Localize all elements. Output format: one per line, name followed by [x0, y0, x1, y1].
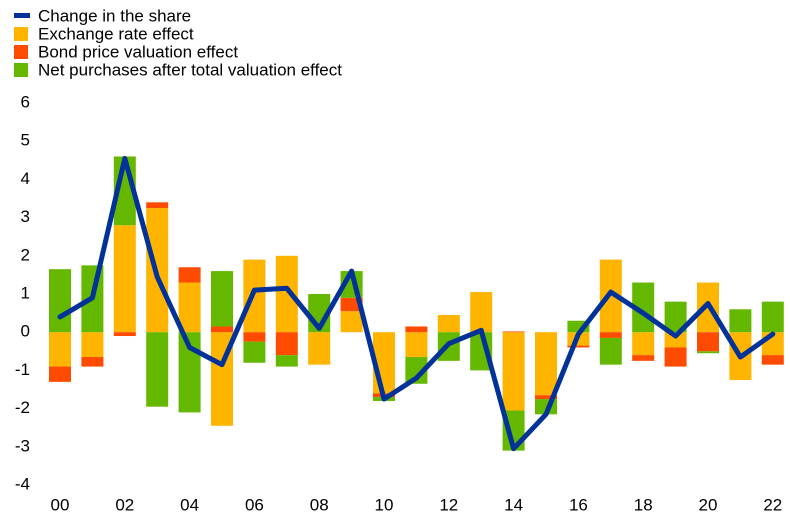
bar [437, 315, 460, 333]
bar [632, 332, 655, 356]
x-tick-label: 16 [569, 495, 588, 514]
bar [567, 345, 590, 348]
bar [275, 355, 298, 367]
bar [49, 269, 71, 333]
bar [81, 332, 104, 358]
y-tick-label: 4 [21, 169, 30, 188]
bar [535, 395, 557, 400]
bar [502, 332, 525, 411]
bar [211, 271, 233, 327]
y-tick-label: -1 [15, 360, 30, 379]
bar [146, 202, 169, 209]
legend-label: Exchange rate effect [38, 24, 194, 43]
bar [308, 332, 331, 365]
bar [405, 326, 428, 333]
bar [49, 366, 71, 382]
x-tick-label: 22 [763, 495, 782, 514]
bar [243, 332, 266, 342]
bar [178, 267, 201, 283]
y-tick-label: 6 [21, 92, 30, 111]
bar [340, 311, 363, 333]
x-tick-label: 04 [180, 495, 199, 514]
x-tick-label: 20 [699, 495, 718, 514]
bar [49, 332, 71, 367]
y-tick-label: 1 [21, 283, 30, 302]
bar [275, 255, 298, 333]
bar [405, 332, 428, 358]
bar [113, 225, 136, 333]
bar [113, 332, 136, 337]
bar [729, 309, 752, 333]
bar [761, 301, 784, 333]
line [57, 155, 776, 452]
bar [697, 332, 719, 352]
y-tick-label: -2 [15, 398, 30, 417]
bar [664, 332, 687, 348]
x-tick-label: 14 [504, 495, 523, 514]
y-tick-label: 3 [21, 207, 30, 226]
x-tick-label: 06 [245, 495, 264, 514]
x-tick-label: 00 [51, 495, 70, 514]
bar [664, 347, 687, 367]
bar [178, 282, 201, 333]
bar [275, 332, 298, 356]
bar [567, 320, 590, 333]
legend-swatch [14, 63, 28, 77]
y-tick-label: -4 [15, 474, 30, 493]
bar [664, 301, 687, 333]
x-tick-label: 18 [634, 495, 653, 514]
x-tick-label: 02 [115, 495, 134, 514]
x-tick-label: 10 [375, 495, 394, 514]
legend-line [14, 13, 30, 18]
y-tick-label: 2 [21, 245, 30, 264]
bar [761, 355, 784, 365]
bar [535, 332, 557, 396]
y-tick-label: 5 [21, 131, 30, 150]
bar [502, 331, 525, 333]
legend-label: Bond price valuation effect [38, 42, 238, 61]
bar [211, 326, 233, 333]
x-tick-label: 08 [310, 495, 329, 514]
bar [146, 332, 169, 407]
bar [81, 357, 104, 367]
bar [405, 357, 428, 384]
bar [470, 292, 493, 333]
legend-label: Change in the share [38, 6, 191, 25]
legend-swatch [14, 45, 28, 59]
bar [243, 341, 266, 363]
bar [632, 355, 655, 361]
legend-label: Net purchases after total valuation effe… [38, 60, 342, 79]
y-tick-label: -3 [15, 436, 30, 455]
bar [697, 351, 719, 354]
y-tick-label: 0 [21, 322, 30, 341]
x-tick-label: 12 [439, 495, 458, 514]
bar [599, 337, 622, 365]
bar [599, 332, 622, 338]
legend-swatch [14, 27, 28, 41]
